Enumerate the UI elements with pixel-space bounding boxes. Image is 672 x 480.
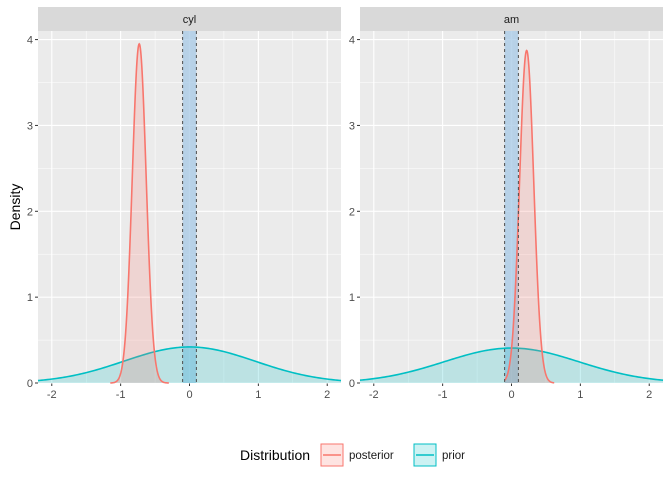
y-tick-label: 0 (27, 378, 33, 390)
x-tick-label: 1 (577, 389, 583, 401)
y-axis-title: Density (7, 184, 23, 231)
x-tick-label: -2 (47, 389, 57, 401)
posterior-density-line (503, 49, 555, 384)
facet-strip (360, 7, 663, 31)
y-tick-label: 1 (27, 292, 33, 304)
y-tick-label: 2 (27, 206, 33, 218)
facet-strip-label: cyl (183, 14, 196, 26)
y-tick-label: 0 (349, 378, 355, 390)
x-tick-label: 2 (324, 389, 330, 401)
prior-density-line (37, 346, 342, 382)
y-tick-label: 1 (349, 292, 355, 304)
prior-density-area (38, 346, 341, 383)
legend-label-prior: prior (442, 450, 465, 462)
y-tick-label: 4 (27, 35, 33, 47)
x-tick-label: 1 (255, 389, 261, 401)
x-tick-label: 0 (186, 389, 192, 401)
legend-title: Distribution (240, 447, 310, 463)
x-tick-label: -1 (438, 389, 448, 401)
facet-strip (38, 7, 341, 31)
facet-panel-cyl: cyl -2 -1 0 1 2 0 1 2 3 4 (27, 7, 342, 401)
y-tick-label: 2 (349, 206, 355, 218)
prior-density-area (360, 348, 663, 383)
x-tick-label: -2 (369, 389, 379, 401)
x-tick-label: 0 (508, 389, 514, 401)
y-tick-label: 3 (27, 120, 33, 132)
y-tick-label: 3 (349, 120, 355, 132)
x-tick-label: 2 (646, 389, 652, 401)
facet-panel-am: am -2 -1 0 1 2 0 1 2 3 4 (349, 7, 664, 401)
posterior-density-area (110, 43, 169, 383)
legend-label-posterior: posterior (349, 450, 394, 462)
y-tick-label: 4 (349, 35, 355, 47)
facet-strip-label: am (504, 14, 519, 26)
posterior-density-area (504, 50, 555, 383)
legend: Distribution posterior prior (240, 443, 465, 467)
x-tick-label: -1 (116, 389, 126, 401)
rope-band (182, 31, 197, 383)
posterior-density-line (110, 42, 169, 384)
